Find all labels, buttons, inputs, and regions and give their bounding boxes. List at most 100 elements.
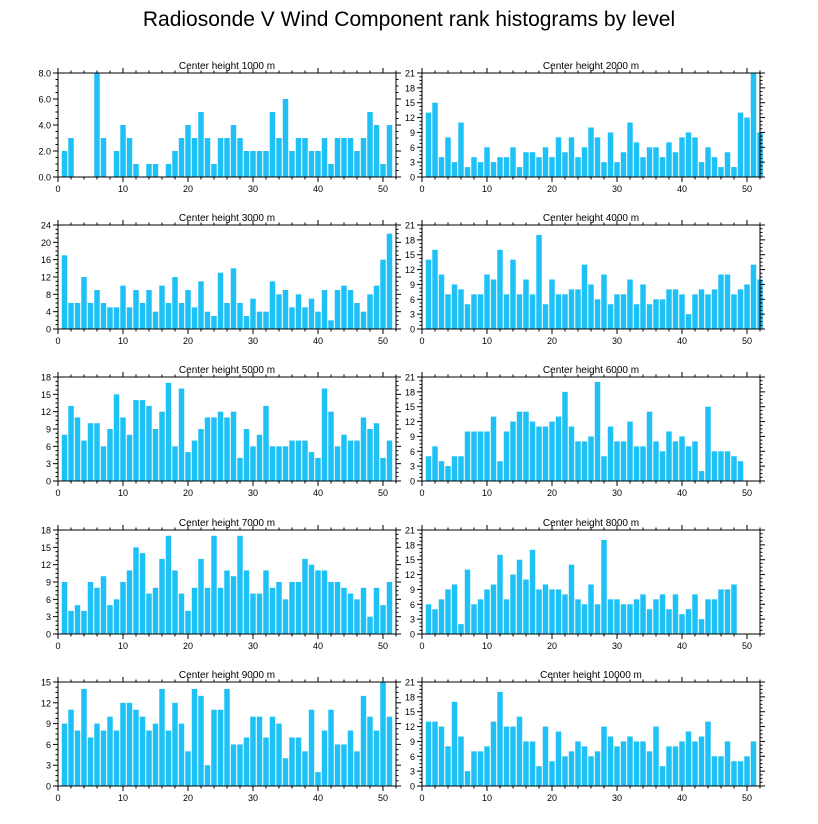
histogram-bar xyxy=(464,771,471,786)
histogram-bar xyxy=(256,311,263,329)
x-tick-label: 0 xyxy=(419,488,424,498)
x-tick-label: 10 xyxy=(118,793,128,803)
histogram-bar xyxy=(334,744,341,786)
histogram-bar xyxy=(347,593,354,634)
histogram-bar xyxy=(581,264,588,329)
histogram-bar xyxy=(672,594,679,634)
histogram-bar xyxy=(263,405,269,481)
histogram-bar xyxy=(666,431,672,481)
x-tick-label: 50 xyxy=(742,336,752,346)
y-tick-label: 0 xyxy=(46,477,51,487)
histogram-bar xyxy=(263,151,269,177)
y-tick-label: 0 xyxy=(410,782,415,792)
histogram-bar xyxy=(321,138,328,177)
histogram-bar xyxy=(575,157,581,177)
histogram-bar xyxy=(204,417,211,481)
histogram-bar xyxy=(698,736,705,786)
histogram-bar xyxy=(425,604,432,634)
histogram-bar xyxy=(438,726,445,786)
histogram-bar xyxy=(211,417,217,481)
histogram-bar xyxy=(750,264,757,329)
histogram-bar xyxy=(198,281,204,329)
histogram-bar xyxy=(354,303,360,329)
histogram-bar xyxy=(640,157,646,177)
histogram-bar xyxy=(237,744,243,786)
y-tick-label: 21 xyxy=(405,678,415,688)
histogram-bar xyxy=(243,429,250,481)
histogram-bar xyxy=(607,426,614,481)
histogram-bar xyxy=(159,558,165,634)
y-tick-label: 6 xyxy=(46,442,51,452)
x-tick-label: 30 xyxy=(248,641,258,651)
histogram-bar xyxy=(516,559,523,634)
histogram-bar xyxy=(653,599,659,634)
histogram-bar xyxy=(432,102,438,177)
histogram-bar xyxy=(549,421,555,481)
histogram-bar xyxy=(646,304,653,329)
histogram-bar xyxy=(568,137,575,177)
histogram-bar xyxy=(198,429,204,481)
histogram-bar xyxy=(464,304,471,329)
histogram-bar xyxy=(347,290,354,329)
histogram-bar xyxy=(172,277,178,329)
histogram-bar xyxy=(633,741,640,786)
histogram-bar xyxy=(159,411,165,481)
histogram-bar xyxy=(380,682,386,786)
histogram-bar xyxy=(100,138,107,177)
y-tick-label: 0 xyxy=(46,630,51,640)
histogram-bar xyxy=(425,721,432,786)
histogram-bar xyxy=(503,726,510,786)
histogram-bar xyxy=(445,466,451,481)
histogram-bar xyxy=(542,726,549,786)
histogram-bar xyxy=(198,695,204,786)
histogram-bar xyxy=(315,457,321,481)
histogram-bar xyxy=(263,311,269,329)
histogram-bar xyxy=(308,452,315,481)
x-tick-label: 10 xyxy=(118,641,128,651)
histogram-bar xyxy=(692,137,698,177)
histogram-bar xyxy=(295,294,302,329)
y-tick-label: 0 xyxy=(410,477,415,487)
histogram-bar xyxy=(113,730,120,786)
histogram-bar xyxy=(191,138,198,177)
histogram-bar xyxy=(68,709,74,786)
panel-title: Center height 3000 m xyxy=(179,213,275,224)
histogram-bar xyxy=(718,589,724,634)
histogram-bar xyxy=(133,400,139,481)
histogram-bar xyxy=(341,285,347,329)
y-tick-label: 18 xyxy=(41,373,51,383)
histogram-bar xyxy=(113,394,120,481)
histogram-bar xyxy=(536,426,542,481)
histogram-bar xyxy=(458,289,464,329)
histogram-bar xyxy=(224,570,230,634)
histogram-bar xyxy=(250,446,256,481)
histogram-bar xyxy=(529,294,536,329)
histogram-bar xyxy=(367,716,373,786)
histogram-bar xyxy=(425,259,432,329)
histogram-bar xyxy=(445,294,451,329)
histogram-bar xyxy=(178,303,185,329)
histogram-bar xyxy=(484,147,490,177)
histogram-bar xyxy=(217,272,224,329)
histogram-bar xyxy=(633,599,640,634)
histogram-bar xyxy=(568,426,575,481)
histogram-bar xyxy=(61,723,68,786)
histogram-bar xyxy=(711,756,718,786)
histogram-bar xyxy=(445,137,451,177)
histogram-bar xyxy=(711,599,718,634)
histogram-bar xyxy=(237,138,243,177)
histogram-bar xyxy=(61,434,68,481)
histogram-bar xyxy=(68,405,74,481)
histogram-bar xyxy=(113,151,120,177)
histogram-bar xyxy=(87,737,94,786)
histogram-bar xyxy=(744,756,750,786)
x-tick-label: 20 xyxy=(183,641,193,651)
histogram-bar xyxy=(250,593,256,634)
y-tick-label: 15 xyxy=(405,98,415,108)
histogram-bar xyxy=(731,294,737,329)
histogram-bar xyxy=(471,604,477,634)
histogram-bar xyxy=(198,558,204,634)
histogram-bar xyxy=(354,151,360,177)
histogram-bar xyxy=(269,281,276,329)
histogram-bar xyxy=(334,138,341,177)
